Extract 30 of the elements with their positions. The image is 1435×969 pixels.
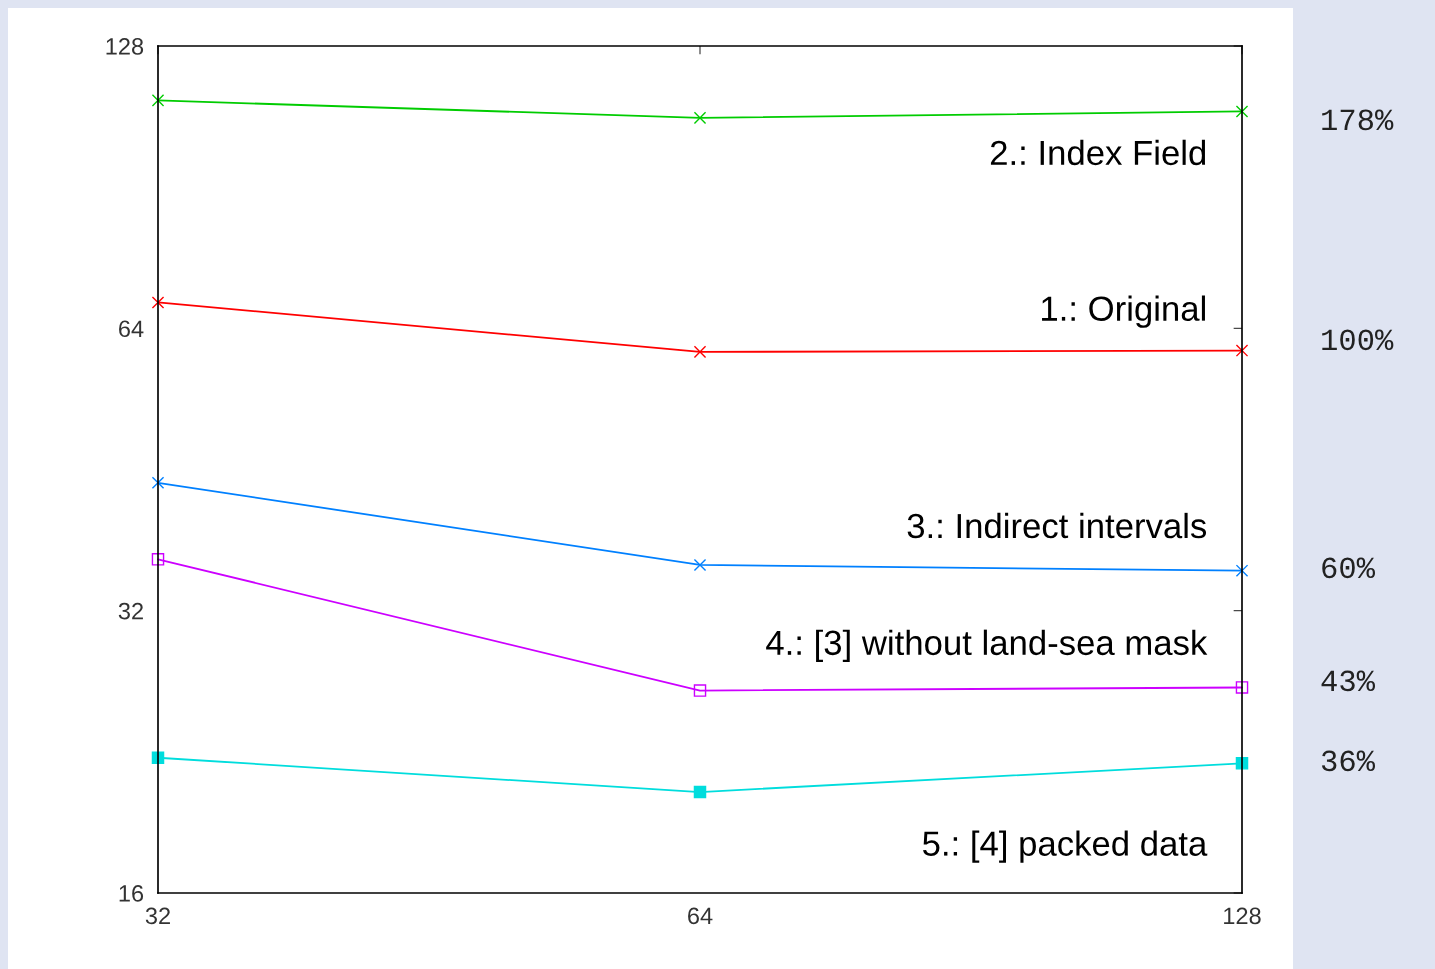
point — [151, 296, 165, 309]
x-tick-label: 128 — [1224, 907, 1261, 925]
point — [1235, 681, 1249, 694]
text: 36% — [1321, 750, 1376, 772]
text: 178% — [1322, 109, 1394, 131]
x-tick-label: 64 — [688, 907, 713, 925]
series-label: 4.: [3] without land-sea mask — [766, 629, 1208, 662]
point — [151, 94, 165, 107]
x-tick-label: 32 — [145, 907, 170, 925]
series-label: 3.: Indirect intervals — [907, 512, 1207, 539]
y-tick-label: 32 — [118, 602, 143, 620]
series-label: 5.: [4] packed data — [923, 830, 1208, 863]
text: 100% — [1322, 329, 1394, 351]
point — [1235, 105, 1249, 118]
point — [693, 785, 707, 799]
y-tick-label: 16 — [119, 885, 144, 902]
point — [151, 553, 165, 566]
point — [693, 345, 707, 359]
y-tick-label: 64 — [119, 320, 144, 338]
text: 60% — [1322, 557, 1376, 579]
series-label: 2.: Index Field — [990, 139, 1206, 166]
point — [693, 111, 707, 125]
text: 43% — [1321, 670, 1376, 692]
point — [1235, 564, 1249, 577]
point — [151, 476, 165, 490]
point — [1235, 344, 1249, 357]
point — [693, 558, 707, 572]
point — [693, 684, 707, 697]
y-tick-label: 128 — [106, 38, 144, 55]
series-label: 1.: Original — [1042, 295, 1205, 328]
